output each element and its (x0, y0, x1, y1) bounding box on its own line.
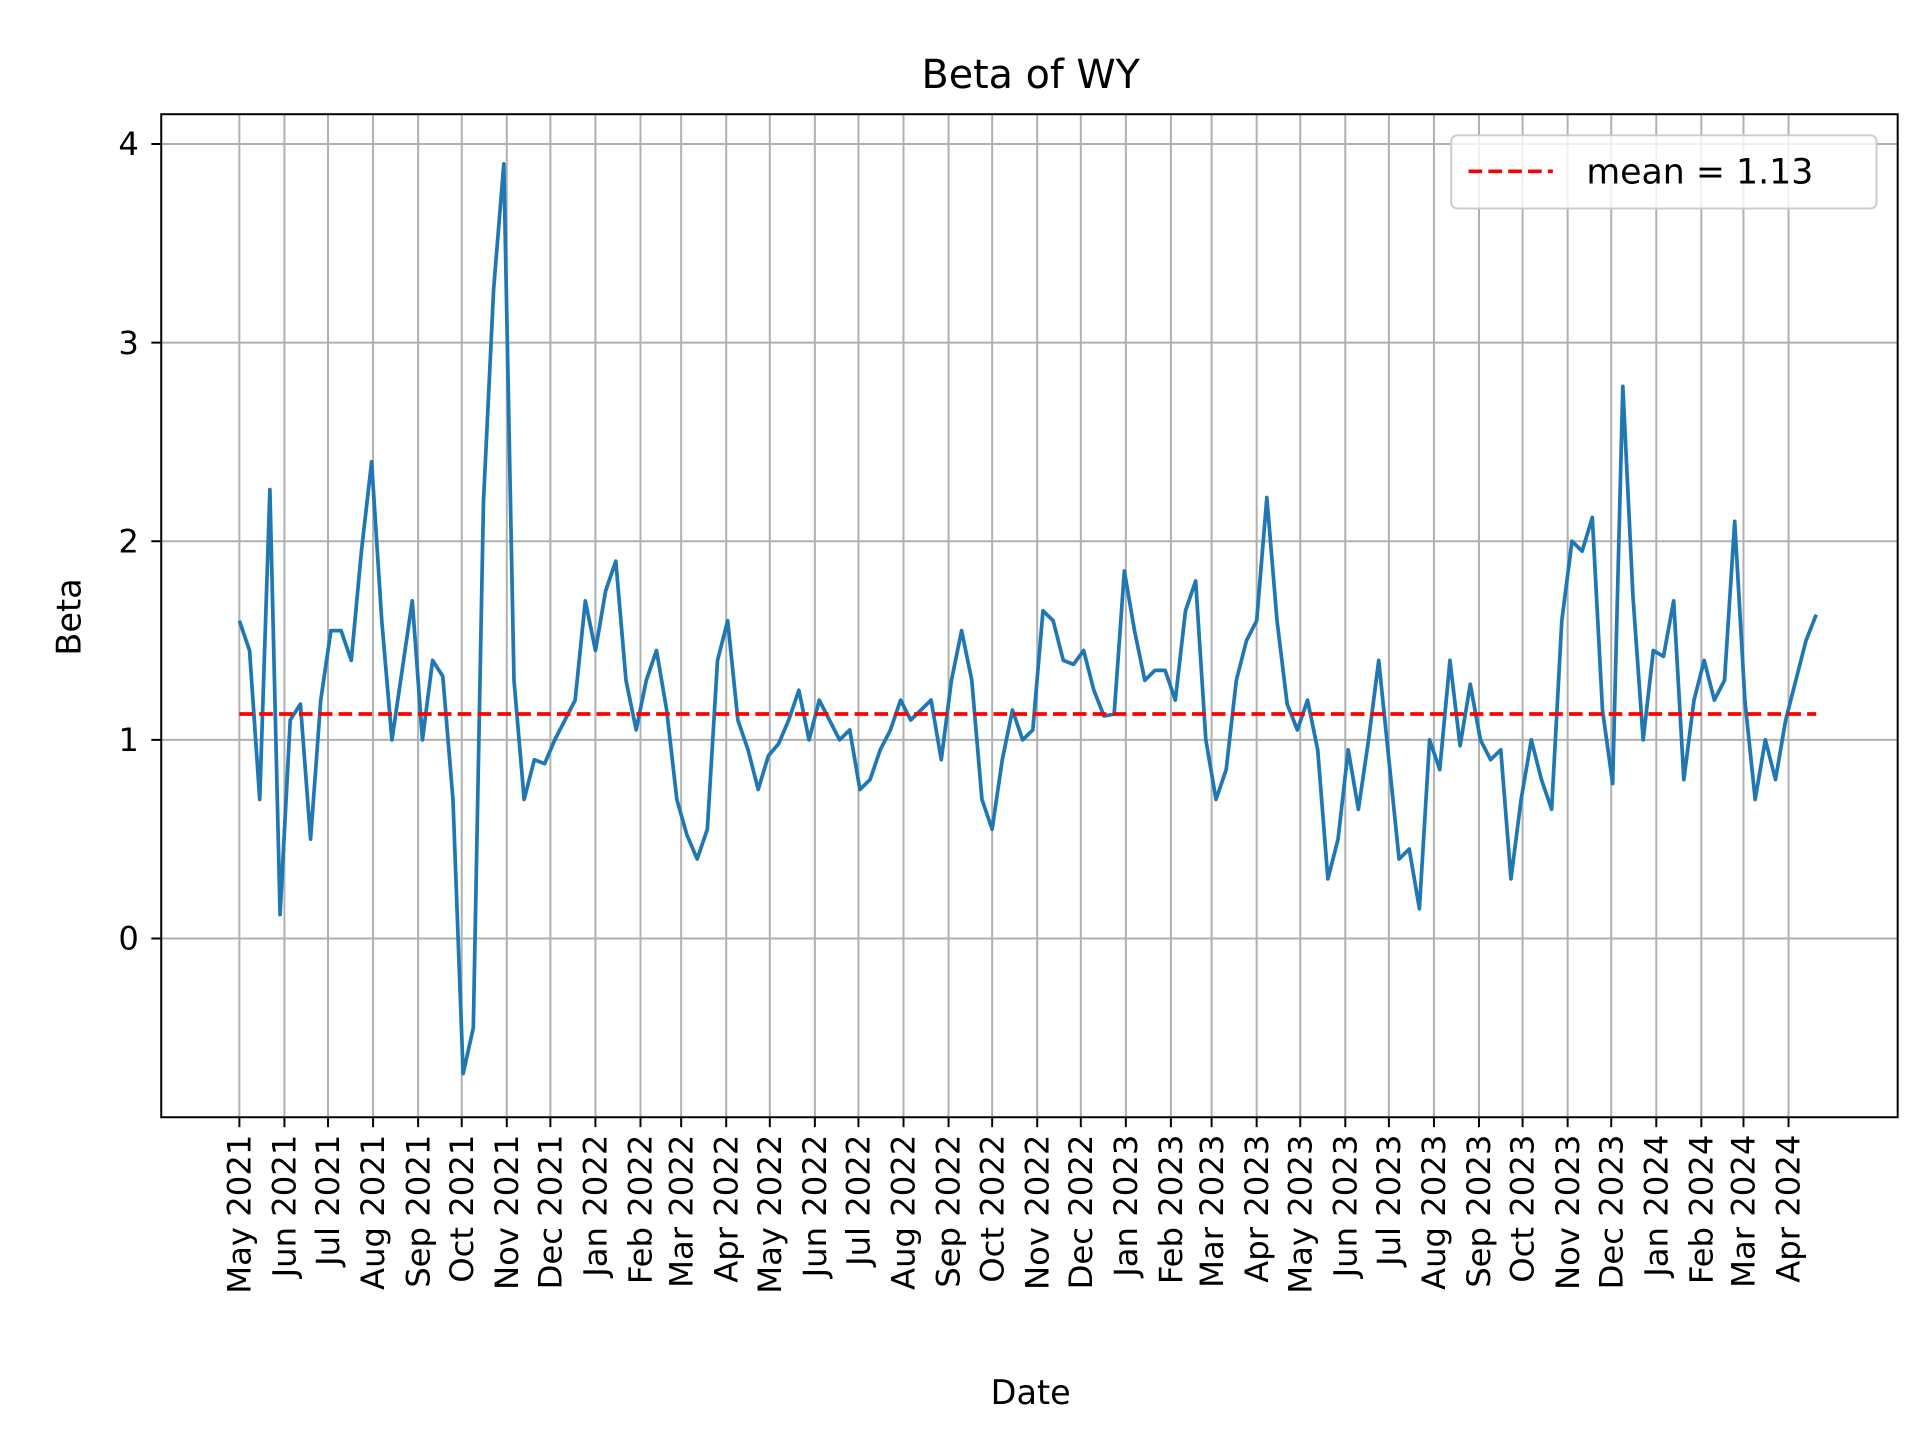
x-tick-label: May 2022 (751, 1135, 789, 1294)
x-tick-label: Jul 2021 (309, 1135, 347, 1268)
legend-box (1450, 134, 1878, 210)
x-tick-label: Sep 2022 (930, 1135, 968, 1288)
x-tick-label: Nov 2022 (1018, 1135, 1056, 1290)
x-tick-label: Jan 2024 (1637, 1135, 1675, 1279)
x-tick-label: Feb 2024 (1683, 1135, 1721, 1285)
y-tick-label: 4 (118, 125, 139, 163)
plot-frame (160, 113, 1899, 1119)
x-tick-label: Aug 2022 (885, 1135, 923, 1290)
x-tick-label: Jul 2023 (1370, 1135, 1408, 1268)
x-axis: May 2021 Jun 2021 Jul 2021 Aug 2021 Sep 2021… (221, 1117, 1808, 1294)
x-tick-label: Dec 2022 (1062, 1135, 1100, 1290)
x-tick-label: Mar 2023 (1193, 1135, 1231, 1288)
x-tick-label: Feb 2023 (1152, 1135, 1190, 1285)
y-tick-label: 1 (118, 721, 139, 759)
x-tick-label: Apr 2022 (707, 1135, 745, 1283)
series-layer (237, 162, 1818, 1076)
x-tick-label: Mar 2022 (662, 1135, 700, 1288)
x-tick-label: Nov 2021 (488, 1135, 526, 1290)
y-axis: 0 1 2 3 4 (118, 125, 162, 958)
x-tick-label: Sep 2023 (1460, 1135, 1498, 1288)
x-tick-label: Oct 2022 (973, 1135, 1011, 1283)
x-tick-label: Aug 2023 (1415, 1135, 1453, 1290)
grid (161, 114, 1898, 1118)
y-axis-label: Beta (50, 578, 89, 655)
y-tick-label: 2 (118, 522, 139, 560)
x-tick-label: Mar 2024 (1725, 1135, 1763, 1288)
y-tick-label: 3 (118, 324, 139, 362)
legend: mean = 1.13 (1450, 134, 1878, 210)
x-tick-label: Jan 2023 (1107, 1135, 1145, 1279)
x-tick-label: Nov 2023 (1549, 1135, 1587, 1290)
x-tick-label: May 2023 (1281, 1135, 1319, 1294)
x-tick-label: Sep 2021 (399, 1135, 437, 1288)
x-tick-label: Apr 2024 (1770, 1135, 1808, 1283)
x-tick-label: Dec 2021 (532, 1135, 570, 1290)
legend-mean-label: mean = 1.13 (1586, 153, 1813, 193)
x-tick-label: Feb 2022 (622, 1135, 660, 1285)
x-tick-label: Aug 2021 (354, 1135, 392, 1290)
x-tick-label: Jan 2022 (577, 1135, 615, 1279)
beta-line (237, 162, 1818, 1076)
x-tick-label: Jun 2022 (796, 1135, 834, 1280)
x-tick-label: Apr 2023 (1238, 1135, 1276, 1283)
x-tick-label: Dec 2023 (1592, 1135, 1630, 1290)
x-axis-label: Date (991, 1373, 1071, 1412)
x-tick-label: Oct 2023 (1504, 1135, 1542, 1283)
x-tick-label: Jun 2021 (266, 1135, 304, 1280)
x-tick-label: Oct 2021 (443, 1135, 481, 1283)
y-tick-label: 0 (118, 920, 139, 958)
chart-title: Beta of WY (921, 52, 1140, 98)
x-tick-label: May 2021 (221, 1135, 259, 1294)
x-tick-label: Jun 2023 (1326, 1135, 1364, 1280)
x-tick-label: Jul 2022 (840, 1135, 878, 1268)
